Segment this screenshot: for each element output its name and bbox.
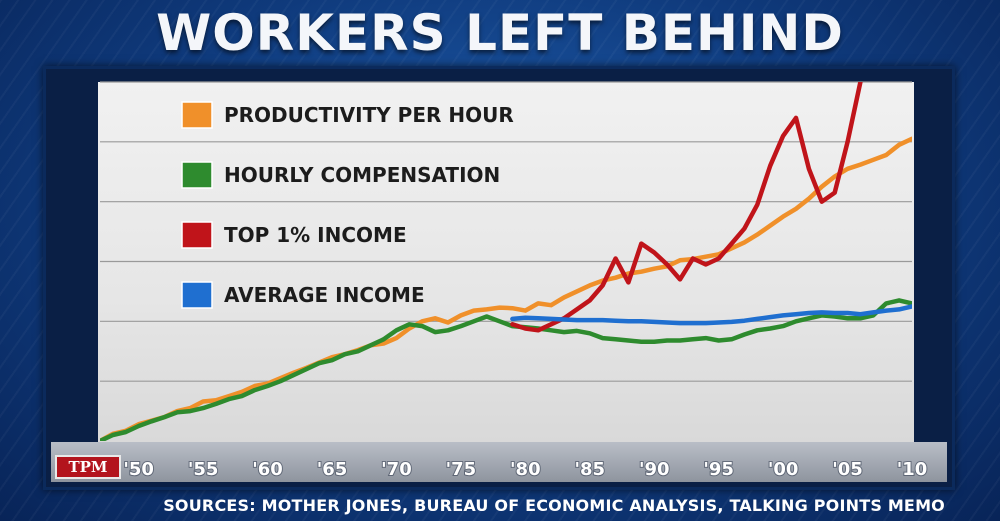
x-axis-strip [51,442,947,482]
x-tick-label: '90 [639,459,670,480]
series-line-1 [100,298,912,441]
legend-swatch [181,101,213,129]
legend-swatch [181,281,213,309]
tpm-logo: TPM [55,455,121,479]
x-tick-label: '75 [446,459,477,480]
x-tick-label: '65 [317,459,348,480]
x-tick-label: '70 [381,459,412,480]
legend-swatch [181,161,213,189]
x-tick-label: '50 [123,459,154,480]
x-tick-label: '80 [510,459,541,480]
x-tick-label: '95 [703,459,734,480]
x-tick-label: '00 [768,459,799,480]
legend-swatch [181,221,213,249]
series-line-0 [100,136,912,441]
x-tick-label: '85 [574,459,605,480]
series-line-3 [510,304,912,326]
legend-label: HOURLY COMPENSATION [224,163,500,187]
x-tick-label: '10 [897,459,928,480]
x-tick-label: '60 [252,459,283,480]
x-tick-label: '55 [188,459,219,480]
x-tick-label: '05 [832,459,863,480]
series-line-2 [510,82,863,333]
legend-label: TOP 1% INCOME [224,223,407,247]
sources-caption: SOURCES: MOTHER JONES, BUREAU OF ECONOMI… [163,496,945,515]
legend-label: PRODUCTIVITY PER HOUR [224,103,514,127]
chart-title: WORKERS LEFT BEHIND [156,4,844,62]
legend-label: AVERAGE INCOME [224,283,425,307]
